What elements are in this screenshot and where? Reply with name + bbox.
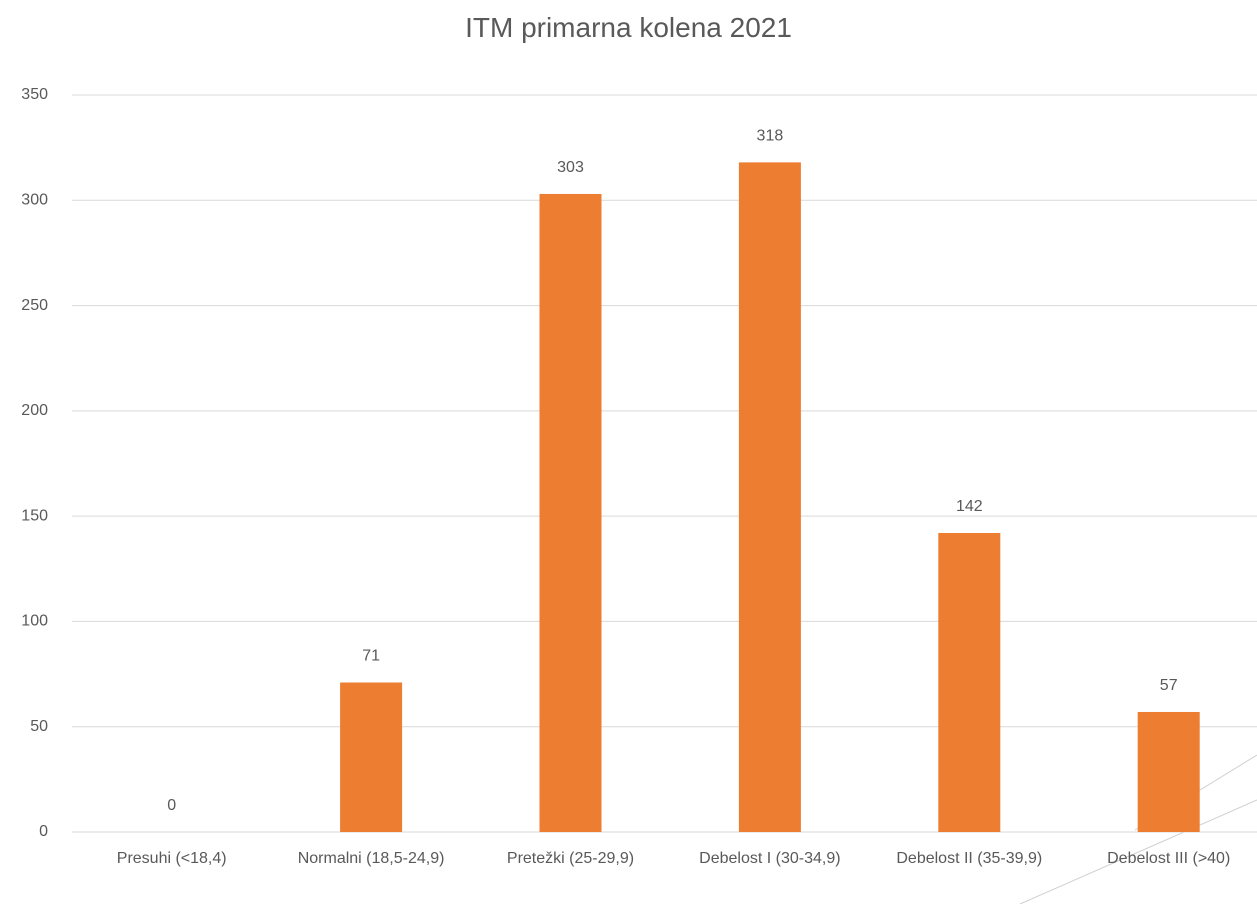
data-label: 318 xyxy=(757,128,784,145)
y-tick-label: 300 xyxy=(21,192,48,209)
data-label: 303 xyxy=(557,159,584,176)
y-tick-label: 250 xyxy=(21,297,48,314)
y-tick-label: 150 xyxy=(21,507,48,524)
data-label: 71 xyxy=(362,648,380,665)
data-label: 57 xyxy=(1160,677,1178,694)
decoration xyxy=(1019,799,1257,904)
bar xyxy=(539,193,602,832)
y-tick-label: 100 xyxy=(21,613,48,630)
x-tick-label: Presuhi (<18,4) xyxy=(116,850,227,867)
x-tick-label: Pretežki (25-29,9) xyxy=(506,850,635,867)
chart-title: ITM primarna kolena 2021 xyxy=(465,12,792,43)
x-tick-label: Debelost I (30-34,9) xyxy=(699,850,841,867)
bar xyxy=(738,162,801,832)
x-tick-label: Normalni (18,5-24,9) xyxy=(297,850,445,867)
data-label: 0 xyxy=(167,797,176,814)
data-label: 142 xyxy=(956,498,983,515)
y-tick-label: 50 xyxy=(30,718,48,735)
y-tick-label: 200 xyxy=(21,402,48,419)
bar xyxy=(938,532,1001,832)
x-tick-label: Debelost II (35-39,9) xyxy=(896,850,1043,867)
y-tick-label: 350 xyxy=(21,86,48,103)
y-tick-label: 0 xyxy=(39,823,48,840)
bar xyxy=(340,682,403,832)
x-tick-label: Debelost III (>40) xyxy=(1107,850,1231,867)
bar xyxy=(1137,711,1200,832)
